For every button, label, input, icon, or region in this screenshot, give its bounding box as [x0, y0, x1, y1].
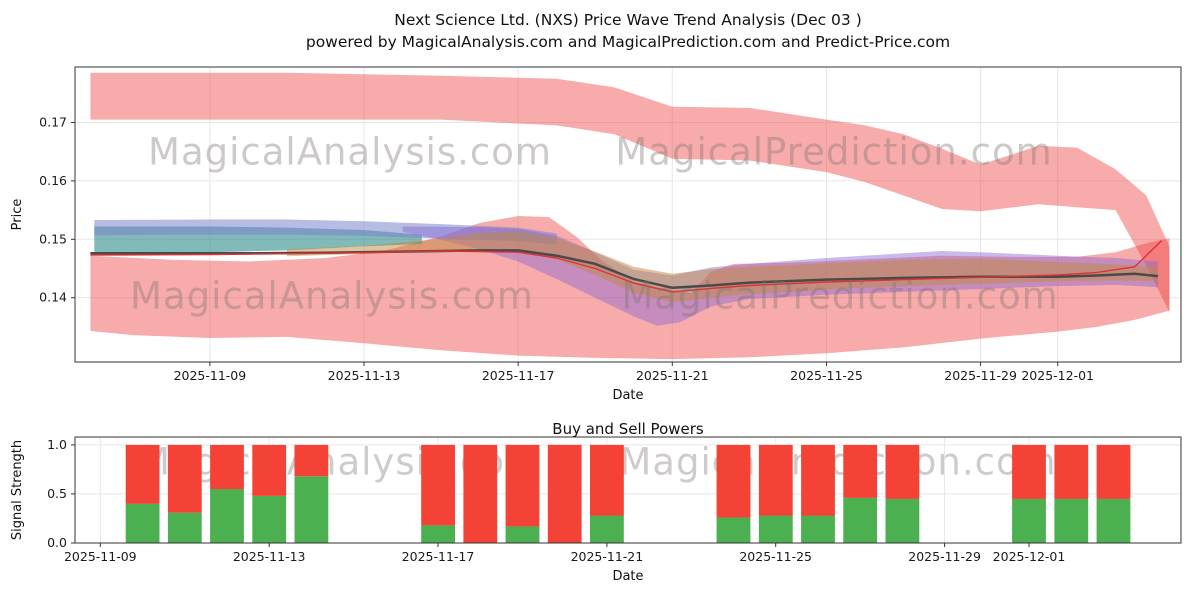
- y-tick-label: 0.0: [47, 535, 67, 550]
- watermark-analysis: MagicalAnalysis.com: [138, 440, 542, 484]
- bar-sell-segment: [421, 444, 455, 526]
- x-tick-label: 2025-11-17: [482, 368, 555, 383]
- bar-sell-segment: [801, 444, 835, 516]
- bar-sell-segment: [1012, 444, 1046, 499]
- x-tick-label: 2025-12-01: [993, 549, 1066, 564]
- chart-subtitle: powered by MagicalAnalysis.com and Magic…: [305, 33, 951, 52]
- bar-buy-segment: [843, 497, 878, 543]
- y-axis-label: Signal Strength: [10, 440, 25, 540]
- watermark-analysis: MagicalAnalysis.com: [148, 130, 552, 174]
- bar-buy-segment: [758, 515, 793, 543]
- x-tick-label: 2025-11-13: [328, 368, 401, 383]
- tick-group: 2025-11-09 2025-11-13 2025-11-17 2025-11-21…: [47, 437, 1065, 564]
- bar-buy-segment: [252, 495, 287, 543]
- line-trend-dark: [90, 249, 1159, 290]
- x-axis-label: Date: [612, 388, 643, 403]
- bar-sell-segment: [210, 444, 244, 490]
- bar-buy-segment: [294, 476, 329, 543]
- x-tick-label: 2025-12-01: [1021, 368, 1094, 383]
- bar-buy-segment: [505, 526, 540, 543]
- y-tick-label: 0.5: [47, 486, 67, 501]
- plot-border: [74, 66, 1182, 363]
- x-tick-label: 2025-11-29: [908, 549, 981, 564]
- price-bands: [90, 72, 1170, 360]
- power-chart-title: Buy and Sell Powers: [552, 420, 704, 438]
- bar-sell-segment: [843, 444, 878, 498]
- bars-group: [125, 444, 1131, 543]
- x-tick-label: 2025-11-09: [174, 368, 247, 383]
- bar-sell-segment: [547, 444, 582, 543]
- y-axis-label: Price: [10, 199, 25, 231]
- bar-sell-segment: [505, 444, 540, 527]
- x-tick-label: 2025-11-17: [402, 549, 475, 564]
- y-tick-label: 0.17: [39, 115, 67, 130]
- grid: [75, 437, 1181, 544]
- y-tick-label: 0.14: [39, 290, 67, 305]
- watermark-analysis: MagicalAnalysis.com: [130, 274, 534, 318]
- bar-buy-segment: [590, 515, 624, 543]
- bar-sell-segment: [716, 444, 751, 518]
- watermark-prediction: MagicalPrediction.com: [619, 440, 1057, 484]
- bar-sell-segment: [590, 444, 624, 516]
- bar-sell-segment: [1054, 444, 1089, 499]
- bar-sell-segment: [252, 444, 287, 496]
- bar-buy-segment: [801, 515, 835, 543]
- x-tick-label: 2025-11-13: [233, 549, 306, 564]
- bar-sell-segment: [885, 444, 920, 499]
- x-tick-label: 2025-11-25: [739, 549, 812, 564]
- band-purple-wave: [402, 226, 1158, 326]
- bar-buy-segment: [1096, 498, 1131, 543]
- tick-group: 2025-11-09 2025-11-13 2025-11-17 2025-11-21…: [39, 115, 1094, 384]
- grid: [75, 67, 1181, 362]
- bar-sell-segment: [463, 444, 498, 543]
- bar-sell-segment: [125, 444, 160, 504]
- bar-buy-segment: [1054, 498, 1089, 543]
- y-tick-label: 1.0: [47, 437, 67, 452]
- plot-border: [74, 436, 1182, 544]
- watermark-prediction: MagicalPrediction.com: [615, 130, 1053, 174]
- x-tick-label: 2025-11-21: [571, 549, 644, 564]
- x-axis-label: Date: [612, 569, 643, 584]
- band-orange-wave: [287, 231, 1158, 303]
- band-lower-forecast-red: [90, 216, 1170, 360]
- band-teal-wave: [94, 226, 422, 254]
- bar-sell-segment: [167, 444, 202, 513]
- bar-buy-segment: [1012, 498, 1046, 543]
- bar-sell-segment: [758, 444, 793, 516]
- x-tick-label: 2025-11-09: [64, 549, 137, 564]
- bar-buy-segment: [421, 525, 455, 543]
- band-slate-blue-wave: [94, 219, 557, 245]
- price-lines: [90, 239, 1163, 293]
- bar-buy-segment: [125, 503, 160, 543]
- y-tick-label: 0.16: [39, 173, 67, 188]
- bar-buy-segment: [885, 498, 920, 543]
- line-trend-red: [90, 239, 1163, 293]
- x-tick-label: 2025-11-21: [636, 368, 709, 383]
- bar-buy-segment: [167, 512, 202, 543]
- bar-sell-segment: [1096, 444, 1131, 499]
- watermark-prediction: MagicalPrediction.com: [621, 274, 1059, 318]
- y-tick-label: 0.15: [39, 231, 67, 246]
- bar-buy-segment: [210, 489, 244, 543]
- x-tick-label: 2025-11-25: [790, 368, 863, 383]
- band-upper-forecast-red: [90, 72, 1170, 313]
- figure-title-block: Next Science Ltd. (NXS) Price Wave Trend…: [306, 9, 950, 54]
- bar-buy-segment: [716, 517, 751, 543]
- bar-sell-segment: [294, 444, 329, 477]
- x-tick-label: 2025-11-29: [944, 368, 1017, 383]
- chart-title: Next Science Ltd. (NXS) Price Wave Trend…: [394, 11, 862, 29]
